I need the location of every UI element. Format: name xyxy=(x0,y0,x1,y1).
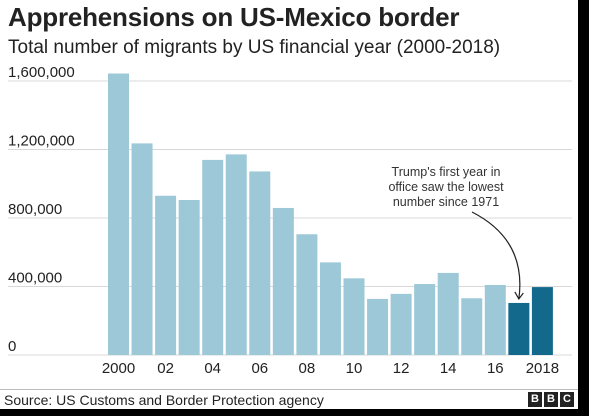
bar-2004 xyxy=(202,159,224,355)
x-tick-label: 02 xyxy=(157,360,174,377)
logo-letter: B xyxy=(528,392,542,407)
chart-subtitle: Total number of migrants by US financial… xyxy=(8,37,501,58)
x-tick-label: 06 xyxy=(251,360,268,377)
bar-2000 xyxy=(108,73,129,356)
bar-2001 xyxy=(131,143,153,355)
y-tick-label: 1,600,000 xyxy=(8,64,75,81)
bar-2015 xyxy=(461,298,483,355)
x-tick-label: 10 xyxy=(346,360,363,377)
chart-title: Apprehensions on US-Mexico border xyxy=(8,2,460,32)
bar-2009 xyxy=(319,262,341,355)
x-tick-label: 04 xyxy=(204,360,221,377)
annotation-arrowhead xyxy=(514,291,524,301)
bar-2011 xyxy=(367,298,389,355)
annotation-text: office saw the lowest xyxy=(388,180,504,194)
bar-2002 xyxy=(155,195,177,355)
bar-2003 xyxy=(178,200,200,355)
bar-2007 xyxy=(272,207,294,355)
x-tick-label: 14 xyxy=(440,360,457,377)
x-tick-label: 08 xyxy=(299,360,316,377)
footer-bar: Source: US Customs and Border Protection… xyxy=(0,389,578,409)
bar-2006 xyxy=(249,171,271,355)
x-tick-label: 2000 xyxy=(102,360,135,377)
annotation-arrow-line xyxy=(471,211,521,300)
bar-chart: 0 400,000 800,000 1,200,000 1,600,000 2000 02 0… xyxy=(8,64,572,377)
bar-2014 xyxy=(437,272,459,355)
annotation-text: number since 1971 xyxy=(393,195,499,209)
bar-2013 xyxy=(414,284,436,355)
source-note: Source: US Customs and Border Protection… xyxy=(4,392,324,408)
logo-letter: B xyxy=(544,392,558,407)
x-tick-label: 12 xyxy=(393,360,410,377)
bar-2010 xyxy=(343,278,365,355)
y-tick-label: 1,200,000 xyxy=(8,133,75,150)
bar-2018 xyxy=(531,287,553,355)
bar-2005 xyxy=(225,154,247,355)
y-tick-label: 800,000 xyxy=(8,201,62,218)
annotation-text: Trump's first year in xyxy=(392,165,501,179)
bar-2008 xyxy=(296,234,318,355)
bbc-logo: B B C xyxy=(528,392,574,407)
chart-panel: Apprehensions on US-Mexico border Total … xyxy=(0,0,578,409)
bar-2016 xyxy=(484,284,506,355)
y-tick-label: 400,000 xyxy=(8,270,62,287)
y-tick-label: 0 xyxy=(8,338,16,355)
x-tick-label: 16 xyxy=(487,360,504,377)
x-tick-label: 2018 xyxy=(526,360,559,377)
logo-letter: C xyxy=(560,392,574,407)
bar-2012 xyxy=(390,293,412,355)
bar-2017 xyxy=(508,302,530,355)
